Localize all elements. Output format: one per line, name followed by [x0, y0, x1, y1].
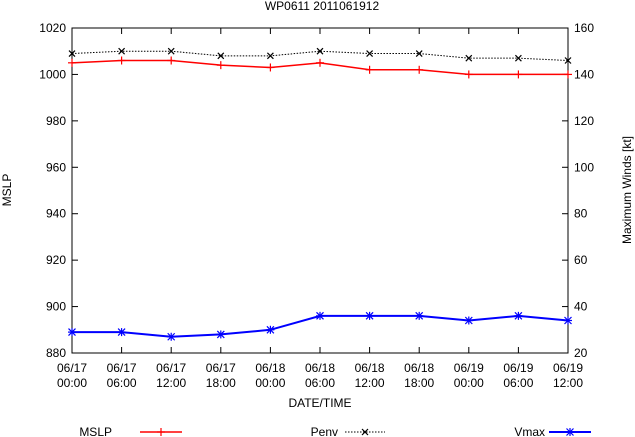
data-point-vmax: [216, 330, 225, 339]
legend-label: Vmax: [514, 425, 545, 437]
x-tick-label-time: 12:00: [553, 376, 583, 390]
x-axis-label: DATE/TIME: [288, 396, 351, 410]
data-point-mslp: [216, 61, 225, 70]
x-tick-label-time: 06:00: [305, 376, 335, 390]
data-point-penv: [316, 47, 324, 55]
legend-item-penv: Penv: [311, 425, 385, 437]
chart-title: WP0611 2011061912: [265, 0, 380, 13]
data-point-vmax: [464, 316, 473, 325]
data-point-vmax: [316, 311, 324, 320]
data-point-penv: [564, 57, 572, 64]
y-left-tick-label: 980: [46, 114, 66, 128]
data-point-mslp: [316, 58, 324, 67]
data-point-vmax: [564, 316, 572, 325]
legend-marker: [157, 428, 165, 436]
x-tick-label-date: 06/19: [553, 361, 583, 375]
x-tick-label-date: 06/17: [156, 361, 186, 375]
y-axis-left-label: MSLP: [0, 174, 14, 207]
y-left-tick-label: 880: [46, 346, 66, 360]
x-tick-label-date: 06/17: [107, 361, 137, 375]
legend-item-vmax: Vmax: [514, 425, 591, 437]
data-point-vmax: [117, 328, 126, 337]
series-mslp: [68, 56, 572, 79]
data-point-mslp: [464, 70, 473, 79]
plot-frame: [71, 27, 569, 354]
x-tick-label-time: 06:00: [107, 376, 137, 390]
y-axis-right: 20 40 60 80 100 120 140 160: [574, 21, 594, 360]
y-right-tick-label: 100: [574, 160, 594, 174]
data-point-penv: [167, 47, 175, 55]
x-tick-label-time: 06:00: [503, 376, 533, 390]
data-point-penv: [217, 52, 225, 60]
x-tick-label-date: 06/17: [57, 361, 87, 375]
data-point-mslp: [514, 70, 523, 79]
legend-label: MSLP: [79, 425, 112, 437]
data-point-mslp: [564, 70, 572, 79]
data-point-vmax: [266, 325, 275, 334]
y-left-tick-label: 1020: [39, 21, 66, 35]
data-point-penv: [266, 52, 274, 60]
legend-marker: [361, 428, 369, 436]
x-tick-label-date: 06/19: [454, 361, 484, 375]
legend-item-mslp: MSLP: [79, 425, 182, 437]
data-point-penv: [366, 50, 374, 57]
x-tick-label-date: 06/18: [355, 361, 385, 375]
data-point-penv: [68, 50, 76, 57]
data-point-penv: [465, 54, 473, 62]
data-point-vmax: [167, 332, 176, 341]
data-point-penv: [118, 47, 126, 55]
y-left-tick-label: 920: [46, 253, 66, 267]
y-axis-right-label: Maximum Winds [kt]: [620, 136, 634, 244]
x-tick-label-date: 06/18: [255, 361, 285, 375]
data-point-vmax: [415, 311, 424, 320]
x-tick-label-time: 12:00: [156, 376, 186, 390]
x-tick-label-date: 06/19: [503, 361, 533, 375]
y-left-tick-label: 960: [46, 160, 66, 174]
data-point-vmax: [514, 311, 523, 320]
series-layer: [68, 47, 572, 341]
data-point-mslp: [68, 58, 76, 67]
legend-marker: [566, 428, 574, 436]
legend: MSLP Penv Vmax: [79, 425, 591, 437]
x-axis: 06/1700:0006/1706:0006/1712:0006/1718:00…: [57, 28, 583, 390]
series-vmax: [68, 311, 572, 341]
y-right-tick-label: 140: [574, 67, 594, 81]
x-tick-label-time: 00:00: [57, 376, 87, 390]
y-right-tick-label: 60: [574, 253, 588, 267]
x-tick-label-time: 12:00: [355, 376, 385, 390]
x-tick-label-date: 06/18: [404, 361, 434, 375]
x-tick-label-time: 00:00: [454, 376, 484, 390]
data-point-penv: [415, 50, 423, 57]
y-left-tick-label: 940: [46, 207, 66, 221]
legend-label: Penv: [311, 425, 338, 437]
y-left-tick-label: 900: [46, 300, 66, 314]
x-tick-label-time: 18:00: [404, 376, 434, 390]
y-right-tick-label: 40: [574, 300, 588, 314]
y-right-tick-label: 20: [574, 346, 588, 360]
y-right-tick-label: 120: [574, 114, 594, 128]
x-tick-label-date: 06/18: [305, 361, 335, 375]
data-point-vmax: [68, 328, 76, 337]
data-point-mslp: [266, 63, 275, 72]
data-point-mslp: [415, 65, 424, 74]
y-axis-left: 880 900 920 940 960 980 1000 1020: [39, 21, 568, 360]
x-tick-label-time: 18:00: [206, 376, 236, 390]
series-penv: [68, 47, 572, 64]
x-tick-label-date: 06/17: [206, 361, 236, 375]
y-right-tick-label: 160: [574, 21, 594, 35]
data-point-mslp: [365, 65, 374, 74]
data-point-vmax: [365, 311, 374, 320]
x-tick-label-time: 00:00: [255, 376, 285, 390]
series-line-penv: [71, 50, 569, 61]
y-left-tick-label: 1000: [39, 67, 66, 81]
data-point-mslp: [117, 56, 126, 65]
data-point-penv: [514, 54, 522, 62]
data-point-mslp: [167, 56, 176, 65]
y-right-tick-label: 80: [574, 207, 588, 221]
